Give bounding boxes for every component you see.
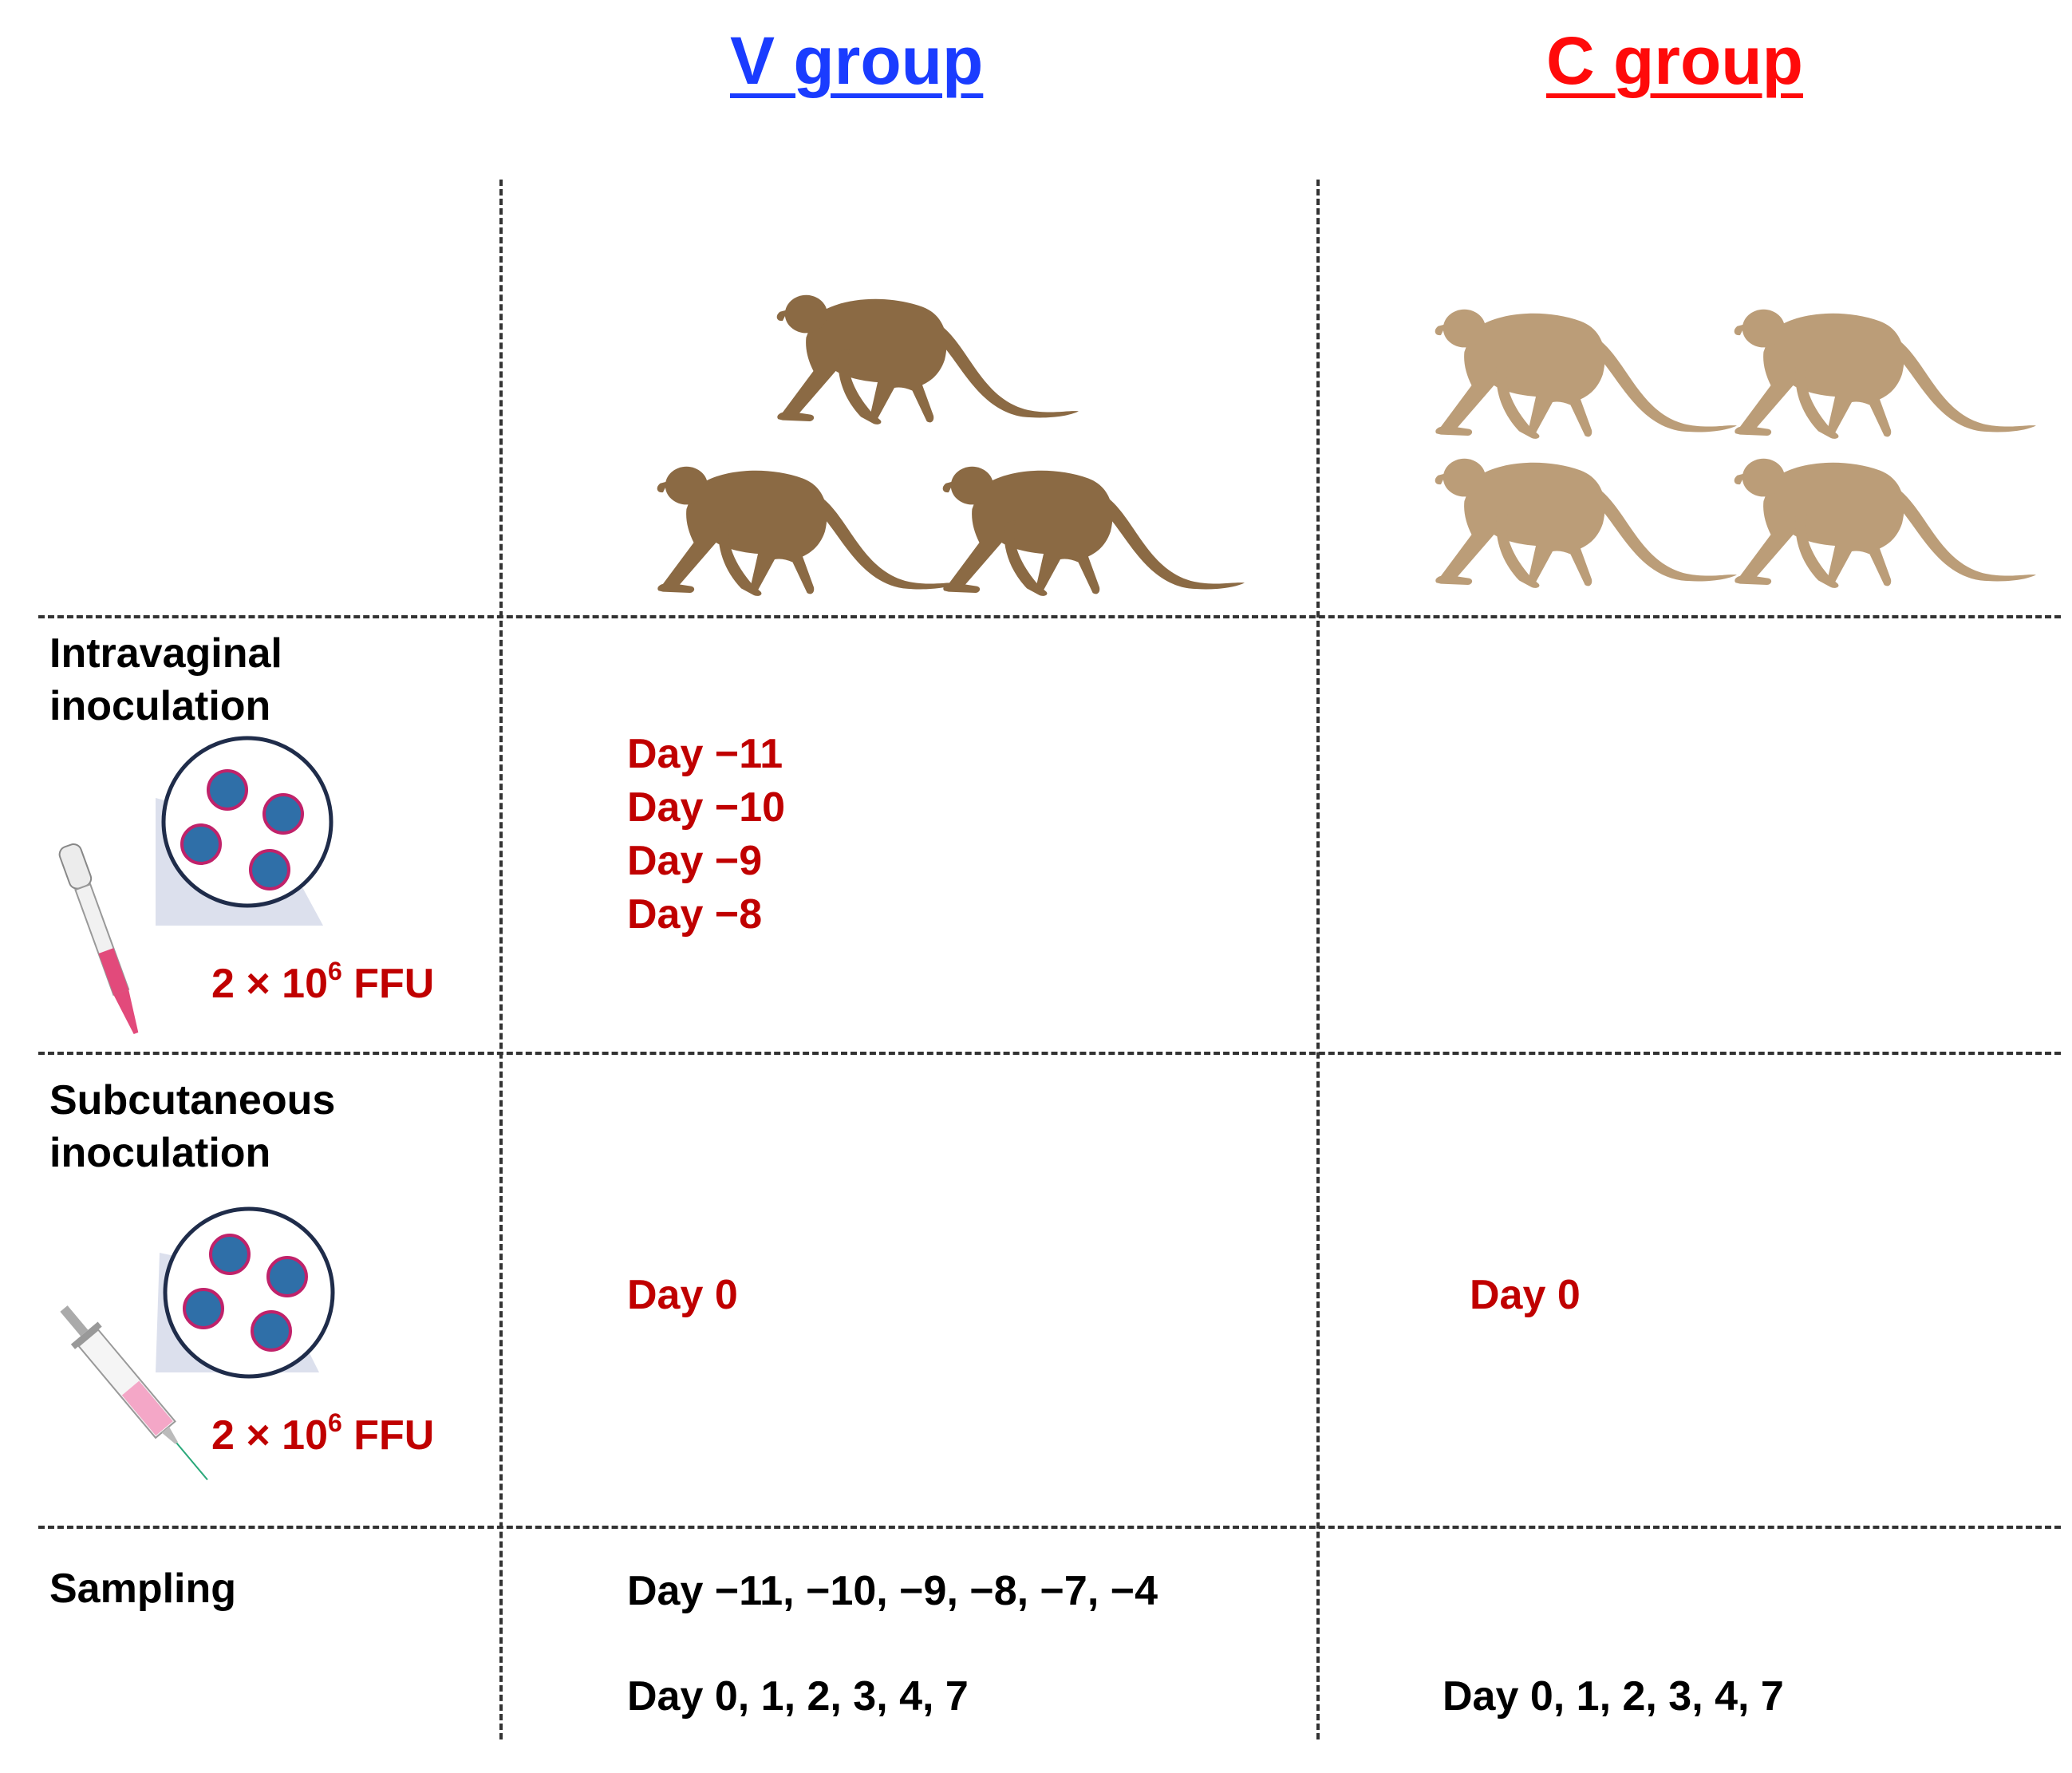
divider-vertical-right [1316,180,1320,1739]
subcutaneous-label: Subcutaneous inoculation [49,1074,335,1179]
c-group-header: C group [1546,23,1803,98]
dose-prefix: 2 × 10 [211,1412,329,1459]
divider-row-3 [38,1526,2061,1529]
pipette-icon [58,736,333,1034]
day-item: Day −11 [627,731,783,777]
sampling-label: Sampling [49,1566,237,1612]
divider-vertical-left [499,180,503,1739]
syringe-icon [60,1206,335,1481]
monkey-icon [1734,458,2036,588]
intravaginal-label-line2: inoculation [49,683,271,729]
sampling-v-line2: Day 0, 1, 2, 3, 4, 7 [627,1673,969,1720]
dose-prefix: 2 × 10 [211,961,329,1007]
day-item: Day −8 [627,891,763,938]
subcutaneous-label-line2: inoculation [49,1130,271,1176]
monkey-icon [657,466,959,596]
intravaginal-label: Intravaginal inoculation [49,627,282,732]
monkey-icon [1435,309,1737,439]
day-item: Day −9 [627,838,763,884]
monkey-icon [1734,309,2036,439]
v-group-header: V group [730,23,984,98]
monkey-icon [942,466,1245,596]
dose-exponent: 6 [328,1408,342,1437]
dose-suffix: FFU [341,1412,435,1459]
subcutaneous-label-line1: Subcutaneous [49,1077,336,1123]
dose-suffix: FFU [341,961,435,1007]
subcutaneous-v-day: Day 0 [627,1272,738,1318]
intravaginal-dose: 2 × 106 FFU [211,958,434,1011]
subcutaneous-c-day: Day 0 [1470,1272,1581,1318]
dose-exponent: 6 [328,957,342,985]
subcutaneous-dose: 2 × 106 FFU [211,1409,434,1463]
monkey-icon [776,294,1079,424]
c-group-monkeys [1435,309,2036,588]
sampling-v-line1: Day −11, −10, −9, −8, −7, −4 [627,1568,1158,1614]
day-item: Day −10 [627,784,786,831]
monkey-icon [1435,458,1737,588]
intravaginal-label-line1: Intravaginal [49,630,282,677]
sampling-c-line1: Day 0, 1, 2, 3, 4, 7 [1443,1673,1784,1720]
intravaginal-v-days: Day −11 Day −10 Day −9 Day −8 [627,728,785,942]
divider-row-1 [38,615,2061,618]
divider-row-2 [38,1052,2061,1055]
v-group-monkeys [657,294,1245,596]
